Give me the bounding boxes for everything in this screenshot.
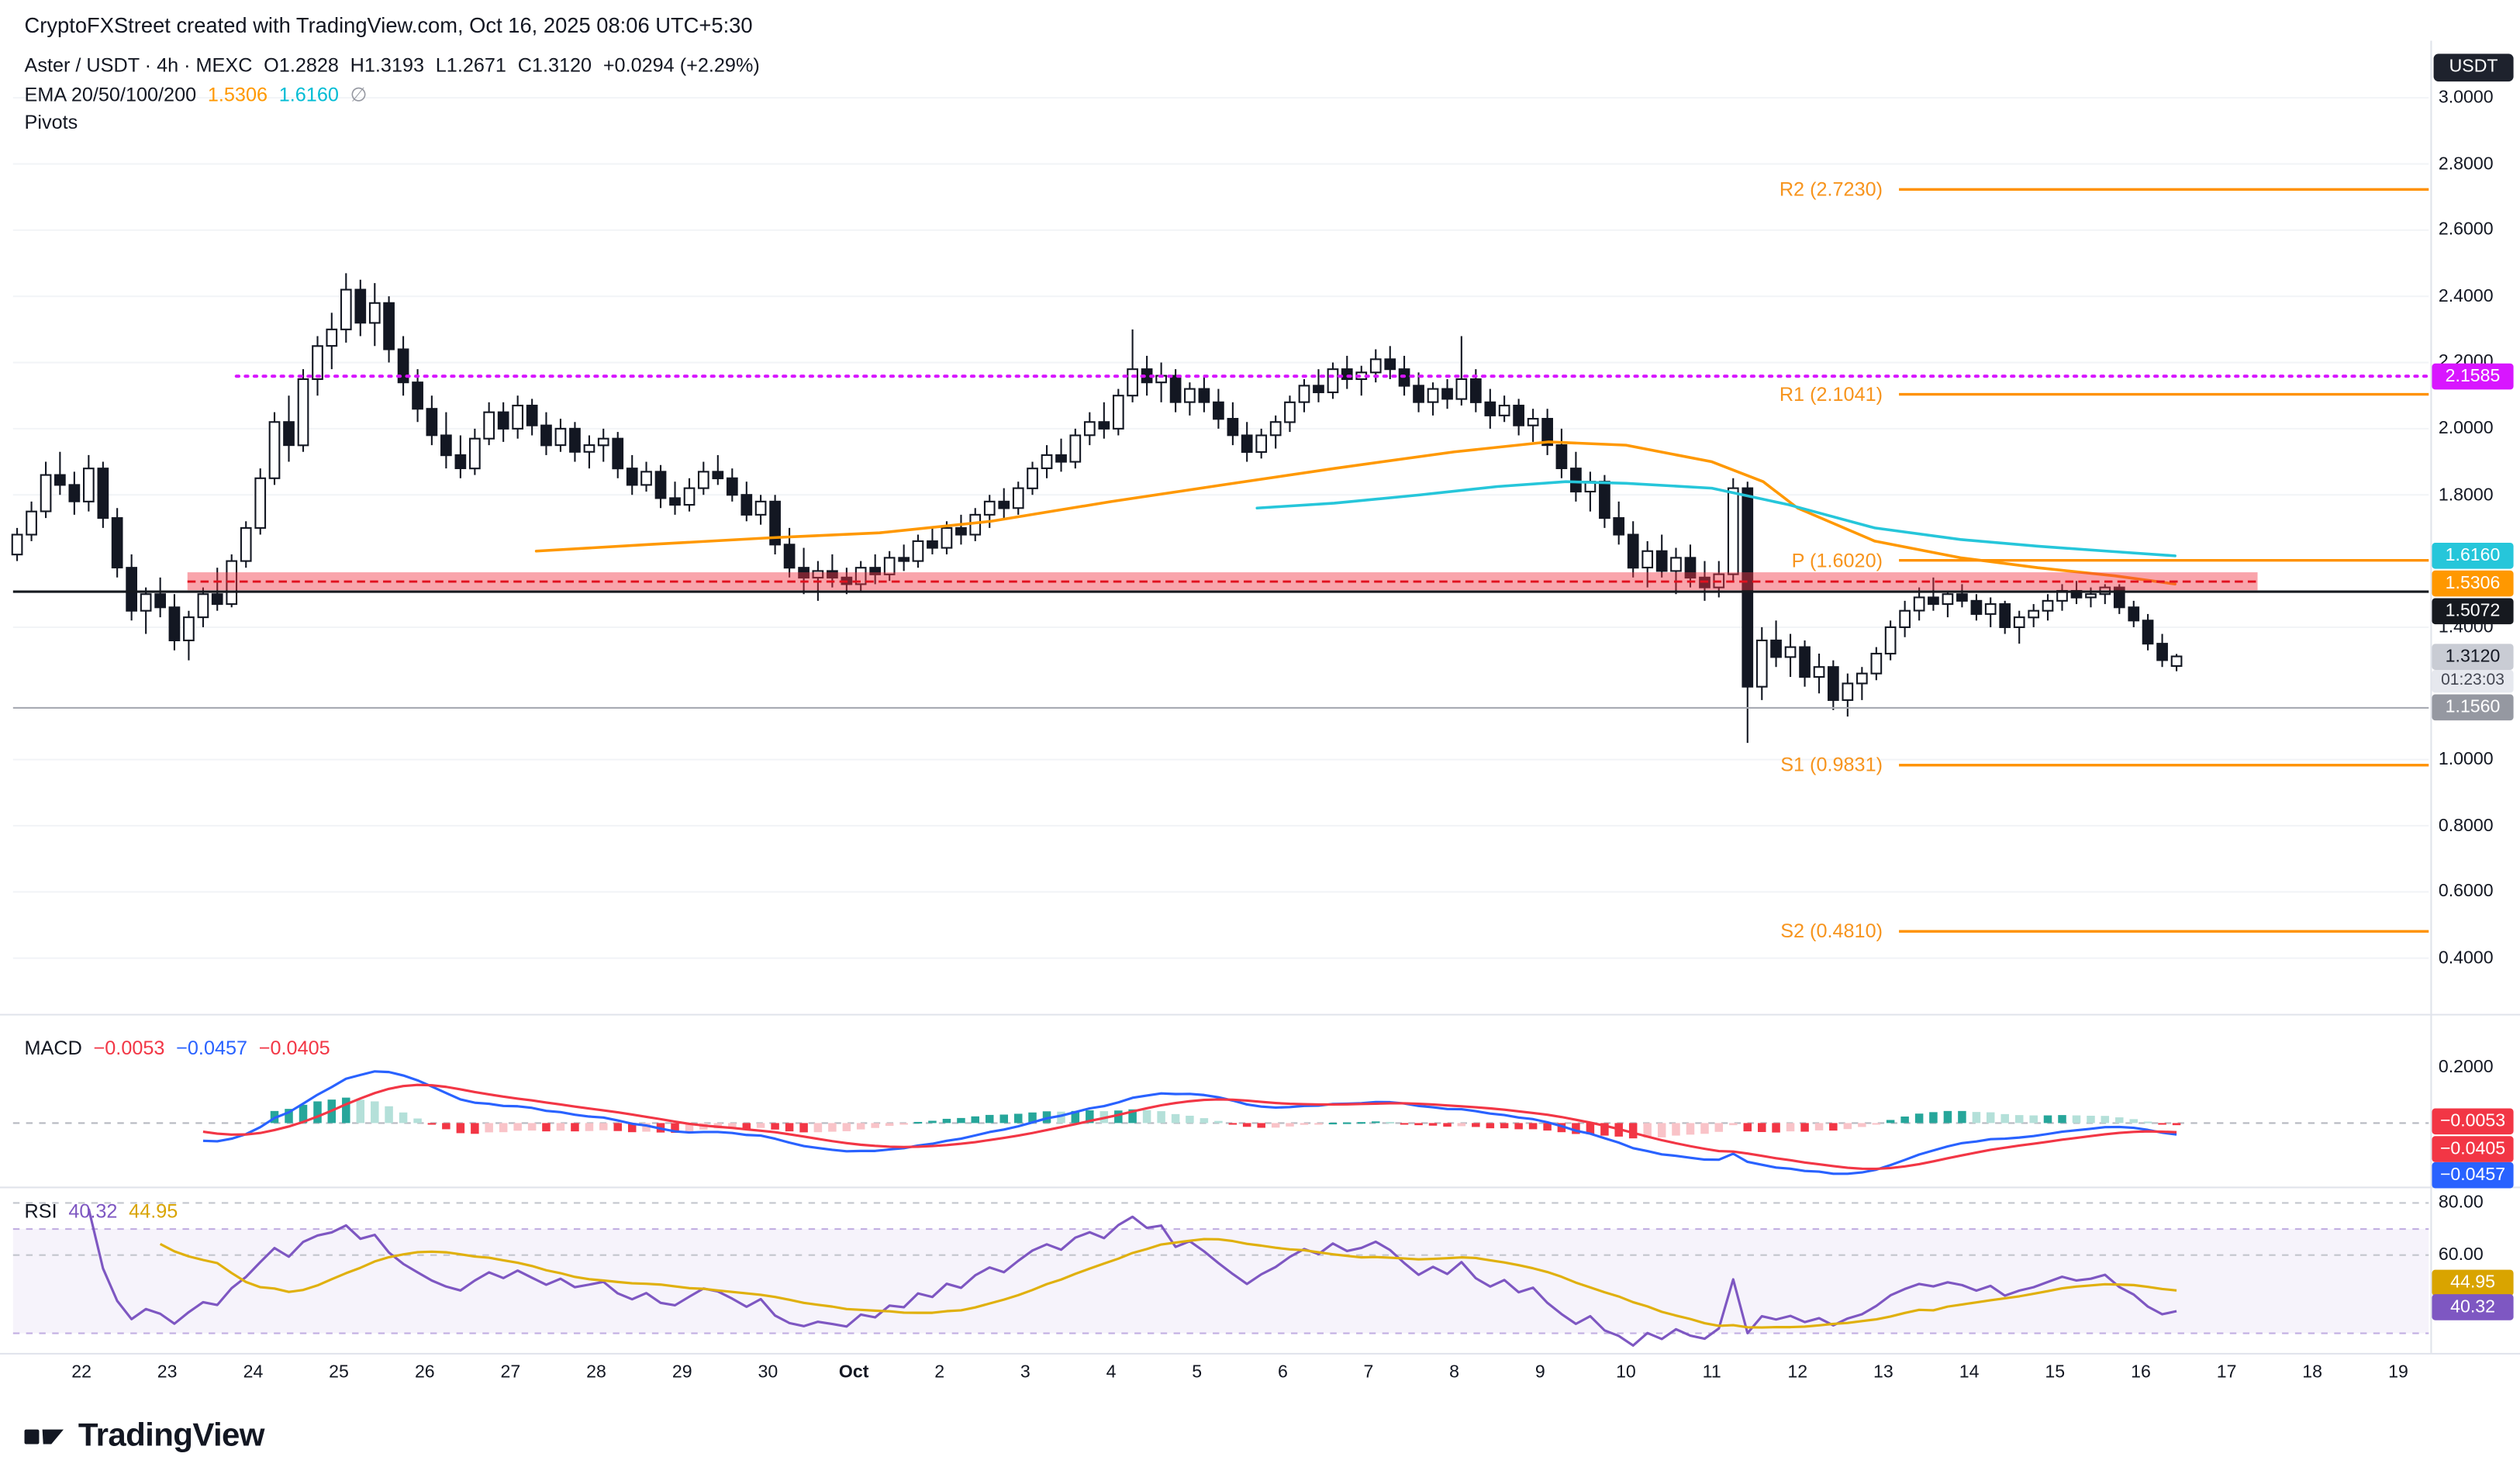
price-tick-2.0000: 2.0000 bbox=[2438, 419, 2494, 439]
rsi-ma-value: 44.95 bbox=[129, 1199, 178, 1223]
price-tick-1.8000: 1.8000 bbox=[2438, 485, 2494, 505]
time-label-17: 17 bbox=[2216, 1362, 2237, 1382]
rsi-tick-60: 60.00 bbox=[2438, 1245, 2484, 1265]
time-label-24: 24 bbox=[243, 1362, 264, 1382]
price-tick-0.4000: 0.4000 bbox=[2438, 948, 2494, 968]
time-label-30: 30 bbox=[758, 1362, 778, 1382]
level-badge-gray: 1.1560 bbox=[2432, 695, 2514, 721]
rsi-ma-badge: 44.95 bbox=[2432, 1269, 2514, 1296]
ohlc-change: +0.0294 (+2.29%) bbox=[602, 54, 760, 77]
ohlc-high: H1.3193 bbox=[350, 54, 425, 77]
time-label-23: 23 bbox=[157, 1362, 178, 1382]
level-badge-magenta: 2.1585 bbox=[2432, 363, 2514, 390]
time-label-12: 12 bbox=[1787, 1362, 1808, 1382]
ema-fast-badge: 1.5306 bbox=[2432, 571, 2514, 597]
price-tick-1.0000: 1.0000 bbox=[2438, 750, 2494, 770]
price-tick-3.0000: 3.0000 bbox=[2438, 88, 2494, 108]
time-label-10: 10 bbox=[1616, 1362, 1636, 1382]
ohlc-low: L1.2671 bbox=[435, 54, 506, 77]
pivot-label-r1: R1 (2.1041) bbox=[1779, 382, 1883, 406]
tradingview-logo[interactable]: TradingView bbox=[22, 1415, 265, 1458]
rsi-line-value: 40.32 bbox=[68, 1199, 118, 1223]
ema-legend-label[interactable]: EMA 20/50/100/200 bbox=[24, 83, 197, 106]
ohlc-open: O1.2828 bbox=[264, 54, 339, 77]
time-label-6: 6 bbox=[1277, 1362, 1288, 1382]
pivot-label-s2: S2 (0.4810) bbox=[1780, 920, 1883, 943]
time-label-11: 11 bbox=[1702, 1362, 1721, 1382]
macd-tick-0.2000: 0.2000 bbox=[2438, 1058, 2494, 1078]
time-label-26: 26 bbox=[414, 1362, 435, 1382]
time-label-4: 4 bbox=[1106, 1362, 1117, 1382]
price-tick-0.8000: 0.8000 bbox=[2438, 816, 2494, 836]
level-badge-black: 1.5072 bbox=[2432, 599, 2514, 625]
ema-slow-value: 1.6160 bbox=[278, 83, 339, 106]
price-tick-2.8000: 2.8000 bbox=[2438, 154, 2494, 174]
macd-line-value: −0.0457 bbox=[176, 1036, 248, 1060]
time-label-15: 15 bbox=[2045, 1362, 2066, 1382]
pivot-label-p: P (1.6020) bbox=[1791, 548, 1883, 572]
time-label-14: 14 bbox=[1959, 1362, 1980, 1382]
ema-legend[interactable]: EMA 20/50/100/200 1.5306 1.6160 ∅ bbox=[25, 83, 368, 105]
time-label-25: 25 bbox=[329, 1362, 349, 1382]
pivots-legend[interactable]: Pivots bbox=[25, 111, 78, 133]
rsi-line-badge: 40.32 bbox=[2432, 1294, 2514, 1320]
macd-signal-value: −0.0405 bbox=[258, 1036, 330, 1060]
time-label-5: 5 bbox=[1192, 1362, 1203, 1382]
ema-slow-badge: 1.6160 bbox=[2432, 542, 2514, 569]
macd-signal-badge: −0.0405 bbox=[2432, 1136, 2514, 1162]
macd-legend[interactable]: MACD −0.0053 −0.0457 −0.0405 bbox=[25, 1037, 330, 1059]
time-label-9: 9 bbox=[1534, 1362, 1545, 1382]
currency-badge[interactable]: USDT bbox=[2433, 54, 2514, 82]
macd-hist-value: −0.0053 bbox=[93, 1036, 165, 1060]
time-label-18: 18 bbox=[2302, 1362, 2323, 1382]
last-price-badge: 1.3120 bbox=[2432, 643, 2514, 670]
rsi-legend-label[interactable]: RSI bbox=[24, 1199, 57, 1223]
time-label-13: 13 bbox=[1873, 1362, 1893, 1382]
time-label-22: 22 bbox=[71, 1362, 91, 1382]
macd-legend-label[interactable]: MACD bbox=[24, 1036, 82, 1060]
ohlc-close: C1.3120 bbox=[517, 54, 592, 77]
tradingview-brand-text: TradingView bbox=[78, 1417, 265, 1454]
time-label-2: 2 bbox=[934, 1362, 945, 1382]
ema-hidden-icon[interactable]: ∅ bbox=[350, 83, 368, 106]
last-price-badge-countdown: 01:23:03 bbox=[2432, 669, 2514, 692]
price-tick-0.6000: 0.6000 bbox=[2438, 882, 2494, 902]
price-tick-2.4000: 2.4000 bbox=[2438, 286, 2494, 306]
pivots-legend-label[interactable]: Pivots bbox=[24, 110, 78, 134]
time-label-3: 3 bbox=[1020, 1362, 1030, 1382]
ema-fast-value: 1.5306 bbox=[207, 83, 268, 106]
time-label-8: 8 bbox=[1449, 1362, 1459, 1382]
pivot-label-s1: S1 (0.9831) bbox=[1780, 754, 1883, 777]
time-label-19: 19 bbox=[2388, 1362, 2408, 1382]
symbol-title[interactable]: Aster / USDT · 4h · MEXC bbox=[24, 54, 253, 77]
time-label-29: 29 bbox=[671, 1362, 692, 1382]
rsi-legend[interactable]: RSI 40.32 44.95 bbox=[25, 1199, 178, 1222]
time-label-27: 27 bbox=[500, 1362, 521, 1382]
pivot-label-r2: R2 (2.7230) bbox=[1779, 178, 1883, 202]
symbol-legend[interactable]: Aster / USDT · 4h · MEXC O1.2828 H1.3193… bbox=[25, 54, 760, 76]
price-tick-2.6000: 2.6000 bbox=[2438, 220, 2494, 240]
time-label-oct: Oct bbox=[838, 1362, 869, 1382]
time-label-28: 28 bbox=[586, 1362, 606, 1382]
attribution-text: CryptoFXStreet created with TradingView.… bbox=[24, 12, 753, 38]
rsi-tick-80: 80.00 bbox=[2438, 1193, 2484, 1213]
time-label-16: 16 bbox=[2131, 1362, 2151, 1382]
tradingview-mark-icon bbox=[24, 1429, 64, 1445]
macd-line-badge: −0.0457 bbox=[2432, 1162, 2514, 1189]
time-label-7: 7 bbox=[1363, 1362, 1374, 1382]
macd-hist-badge: −0.0053 bbox=[2432, 1108, 2514, 1135]
